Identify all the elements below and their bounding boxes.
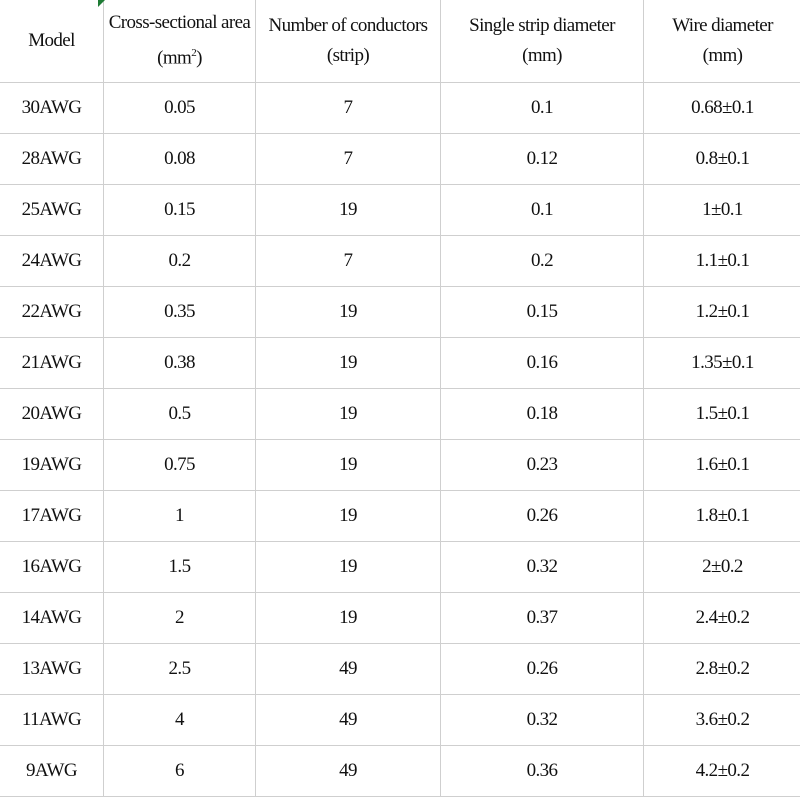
header-conductors[interactable]: Number of conductors (strip) <box>255 0 441 83</box>
cell-conductors[interactable]: 19 <box>255 184 441 236</box>
cell-area[interactable]: 0.35 <box>103 286 256 338</box>
cell-area[interactable]: 2 <box>103 592 256 644</box>
cell-model[interactable]: 16AWG <box>0 541 104 593</box>
cell-strip-diameter[interactable]: 0.37 <box>440 592 644 644</box>
table-row: 30AWG 0.05 7 0.1 0.68±0.1 <box>0 82 800 134</box>
table-row: 11AWG 4 49 0.32 3.6±0.2 <box>0 694 800 746</box>
cell-area[interactable]: 1.5 <box>103 541 256 593</box>
cell-strip-diameter[interactable]: 0.26 <box>440 490 644 542</box>
cell-model[interactable]: 9AWG <box>0 745 104 797</box>
table-row: 13AWG 2.5 49 0.26 2.8±0.2 <box>0 643 800 695</box>
cell-conductors[interactable]: 19 <box>255 286 441 338</box>
cell-wire-diameter[interactable]: 4.2±0.2 <box>643 745 800 797</box>
cell-conductors[interactable]: 19 <box>255 388 441 440</box>
cell-area[interactable]: 2.5 <box>103 643 256 695</box>
cell-area[interactable]: 0.5 <box>103 388 256 440</box>
cell-model[interactable]: 25AWG <box>0 184 104 236</box>
cell-strip-diameter[interactable]: 0.23 <box>440 439 644 491</box>
header-row: Model Cross-sectional area (mm2) Number o… <box>0 0 800 83</box>
cell-conductors[interactable]: 19 <box>255 541 441 593</box>
cell-wire-diameter[interactable]: 1.6±0.1 <box>643 439 800 491</box>
header-model[interactable]: Model <box>0 0 104 83</box>
table-row: 19AWG 0.75 19 0.23 1.6±0.1 <box>0 439 800 491</box>
table-row: 16AWG 1.5 19 0.32 2±0.2 <box>0 541 800 593</box>
cell-model[interactable]: 22AWG <box>0 286 104 338</box>
cell-strip-diameter[interactable]: 0.32 <box>440 694 644 746</box>
cell-wire-diameter[interactable]: 1±0.1 <box>643 184 800 236</box>
cell-model[interactable]: 28AWG <box>0 133 104 185</box>
cell-wire-diameter[interactable]: 1.35±0.1 <box>643 337 800 389</box>
cell-strip-diameter[interactable]: 0.15 <box>440 286 644 338</box>
cell-conductors[interactable]: 7 <box>255 133 441 185</box>
cell-wire-diameter[interactable]: 1.8±0.1 <box>643 490 800 542</box>
cell-wire-diameter[interactable]: 1.2±0.1 <box>643 286 800 338</box>
cell-strip-diameter[interactable]: 0.12 <box>440 133 644 185</box>
cell-model[interactable]: 24AWG <box>0 235 104 287</box>
table-row: 20AWG 0.5 19 0.18 1.5±0.1 <box>0 388 800 440</box>
cell-model[interactable]: 20AWG <box>0 388 104 440</box>
cell-area[interactable]: 0.75 <box>103 439 256 491</box>
table-row: 25AWG 0.15 19 0.1 1±0.1 <box>0 184 800 236</box>
cell-strip-diameter[interactable]: 0.1 <box>440 184 644 236</box>
cell-area[interactable]: 0.05 <box>103 82 256 134</box>
cell-strip-diameter[interactable]: 0.26 <box>440 643 644 695</box>
cell-conductors[interactable]: 7 <box>255 82 441 134</box>
cell-strip-diameter[interactable]: 0.36 <box>440 745 644 797</box>
table-row: 14AWG 2 19 0.37 2.4±0.2 <box>0 592 800 644</box>
cell-model[interactable]: 17AWG <box>0 490 104 542</box>
cell-area[interactable]: 6 <box>103 745 256 797</box>
cell-strip-diameter[interactable]: 0.1 <box>440 82 644 134</box>
cell-conductors[interactable]: 49 <box>255 745 441 797</box>
cell-wire-diameter[interactable]: 0.8±0.1 <box>643 133 800 185</box>
header-wire-diameter[interactable]: Wire diameter (mm) <box>643 0 800 83</box>
cell-wire-diameter[interactable]: 1.5±0.1 <box>643 388 800 440</box>
cell-conductors[interactable]: 19 <box>255 337 441 389</box>
table-row: 21AWG 0.38 19 0.16 1.35±0.1 <box>0 337 800 389</box>
cell-conductors[interactable]: 7 <box>255 235 441 287</box>
cell-area[interactable]: 0.08 <box>103 133 256 185</box>
cell-conductors[interactable]: 19 <box>255 592 441 644</box>
cell-conductors[interactable]: 49 <box>255 643 441 695</box>
cell-wire-diameter[interactable]: 2±0.2 <box>643 541 800 593</box>
cell-area[interactable]: 0.15 <box>103 184 256 236</box>
cell-model[interactable]: 30AWG <box>0 82 104 134</box>
cell-model[interactable]: 14AWG <box>0 592 104 644</box>
cell-area[interactable]: 0.2 <box>103 235 256 287</box>
cell-conductors[interactable]: 49 <box>255 694 441 746</box>
table-row: 22AWG 0.35 19 0.15 1.2±0.1 <box>0 286 800 338</box>
cell-wire-diameter[interactable]: 0.68±0.1 <box>643 82 800 134</box>
cell-strip-diameter[interactable]: 0.2 <box>440 235 644 287</box>
cell-strip-diameter[interactable]: 0.16 <box>440 337 644 389</box>
cell-wire-diameter[interactable]: 1.1±0.1 <box>643 235 800 287</box>
header-area[interactable]: Cross-sectional area (mm2) <box>103 0 256 83</box>
table-row: 24AWG 0.2 7 0.2 1.1±0.1 <box>0 235 800 287</box>
cell-wire-diameter[interactable]: 2.4±0.2 <box>643 592 800 644</box>
cell-area[interactable]: 1 <box>103 490 256 542</box>
cell-conductors[interactable]: 19 <box>255 490 441 542</box>
cell-model[interactable]: 21AWG <box>0 337 104 389</box>
cell-strip-diameter[interactable]: 0.18 <box>440 388 644 440</box>
cell-area[interactable]: 4 <box>103 694 256 746</box>
header-strip-diameter[interactable]: Single strip diameter (mm) <box>440 0 644 83</box>
table-row: 17AWG 1 19 0.26 1.8±0.1 <box>0 490 800 542</box>
cell-wire-diameter[interactable]: 2.8±0.2 <box>643 643 800 695</box>
table-row: 28AWG 0.08 7 0.12 0.8±0.1 <box>0 133 800 185</box>
cell-comment-marker-icon <box>98 0 105 7</box>
cell-strip-diameter[interactable]: 0.32 <box>440 541 644 593</box>
table-row: 9AWG 6 49 0.36 4.2±0.2 <box>0 745 800 797</box>
cell-model[interactable]: 11AWG <box>0 694 104 746</box>
cell-conductors[interactable]: 19 <box>255 439 441 491</box>
cell-area[interactable]: 0.38 <box>103 337 256 389</box>
cell-model[interactable]: 19AWG <box>0 439 104 491</box>
cell-model[interactable]: 13AWG <box>0 643 104 695</box>
cell-wire-diameter[interactable]: 3.6±0.2 <box>643 694 800 746</box>
